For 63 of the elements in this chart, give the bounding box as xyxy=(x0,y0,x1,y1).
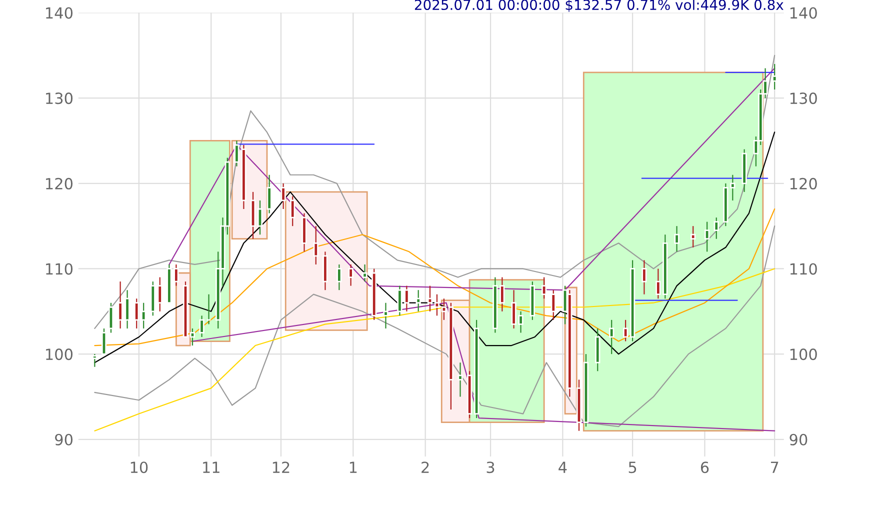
candlestick xyxy=(714,216,719,240)
line-series xyxy=(94,268,776,432)
candlestick xyxy=(141,302,146,330)
candlestick xyxy=(190,328,196,346)
x-tick-label: 11 xyxy=(203,462,220,473)
x-tick-label: 2 xyxy=(422,462,429,473)
line-series xyxy=(94,226,776,428)
y2-tick-label: 90 xyxy=(790,434,808,446)
candlestick xyxy=(336,264,342,291)
candlestick xyxy=(416,290,421,312)
candlestick xyxy=(383,302,388,330)
y-tick-label: 140 xyxy=(46,7,73,19)
candlestick xyxy=(290,196,296,227)
candlestick xyxy=(730,174,736,202)
y-tick-label: 130 xyxy=(46,92,73,104)
candlestick xyxy=(427,285,433,312)
x-tick-label: 12 xyxy=(272,462,290,473)
candlestick xyxy=(199,315,204,338)
candlestick xyxy=(656,268,661,300)
x-tick-label: 1 xyxy=(350,462,357,473)
candlestick xyxy=(704,221,710,252)
candlestick xyxy=(313,226,318,266)
y2-tick-label: 100 xyxy=(790,348,817,360)
candlestick xyxy=(434,294,440,316)
candlestick xyxy=(101,328,107,355)
candlestick xyxy=(257,200,263,236)
candlestick xyxy=(623,319,628,342)
candlestick xyxy=(642,260,647,295)
y2-tick-label: 120 xyxy=(790,178,817,190)
candlestick xyxy=(266,174,272,214)
candlestick xyxy=(772,63,778,90)
y-tick-label: 120 xyxy=(46,178,73,190)
x-tick-label: 10 xyxy=(130,462,148,474)
candlestick xyxy=(108,302,114,334)
candlestick xyxy=(500,276,505,312)
candlestick xyxy=(134,298,140,330)
x-tick-label: 5 xyxy=(628,462,636,474)
y-tick-label: 90 xyxy=(55,434,73,446)
candlestick xyxy=(458,362,463,398)
y2-tick-label: 140 xyxy=(790,7,817,19)
candlestick xyxy=(542,276,547,300)
candlestick xyxy=(441,298,447,320)
line-series xyxy=(94,132,776,364)
candlestick xyxy=(92,354,98,368)
y2-tick-label: 110 xyxy=(790,263,817,275)
y-tick-label: 110 xyxy=(46,263,73,275)
x-tick-label: 3 xyxy=(486,462,494,474)
candlestick xyxy=(348,264,354,286)
y2-tick-label: 130 xyxy=(790,92,817,104)
candlestick xyxy=(157,276,162,312)
line-series xyxy=(94,208,776,346)
candlestick xyxy=(280,182,286,210)
y-tick-label: 100 xyxy=(46,348,73,360)
candlestick xyxy=(609,319,614,355)
x-tick-label: 6 xyxy=(700,462,709,474)
candlestick xyxy=(690,226,696,248)
x-tick-label: 4 xyxy=(558,462,567,473)
candlestick xyxy=(362,264,368,282)
x-tick-label: 7 xyxy=(770,462,778,473)
candlestick xyxy=(550,290,556,320)
line-series xyxy=(94,54,776,330)
line-series xyxy=(192,302,776,432)
candlestick xyxy=(674,226,680,252)
